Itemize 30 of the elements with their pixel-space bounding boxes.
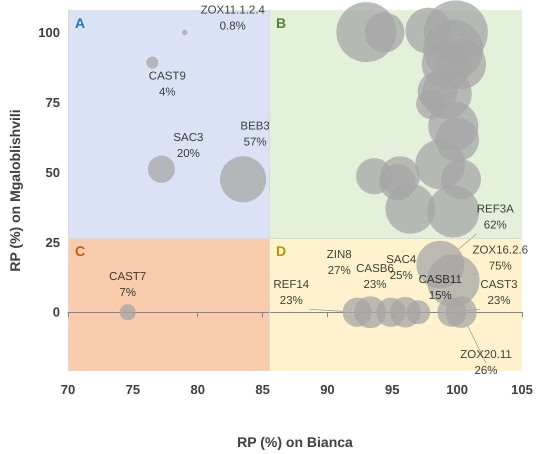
x-tick-label: 70: [60, 382, 76, 397]
x-tick-label: 75: [126, 382, 140, 397]
x-tick-label: 105: [511, 382, 533, 397]
data-label: REF14 23%: [273, 279, 310, 308]
annotation: B: [276, 15, 286, 31]
y-tick-label: 100: [38, 24, 60, 40]
annotation: A: [75, 15, 86, 31]
data-label: ZOX11.1.2.4 0.8%: [200, 4, 266, 32]
x-tick-label: 90: [320, 382, 335, 397]
x-axis-title: RP (%) on Bianca: [237, 434, 354, 450]
y-tick-label: 25: [46, 234, 60, 250]
x-tick-label: 80: [190, 382, 205, 397]
x-tick-label: 85: [255, 382, 270, 397]
data-label: BEB3 57%: [240, 120, 270, 148]
x-tick-label: 95: [385, 382, 400, 397]
data-label: CAST3 23%: [480, 279, 518, 308]
y-tick-label: 75: [46, 94, 60, 110]
y-tick-label: 50: [46, 164, 60, 180]
x-tick-label: 100: [446, 382, 468, 397]
data-label: CAST9 4%: [148, 70, 186, 99]
annotation: D: [276, 243, 286, 260]
data-label: SAC3 20%: [173, 132, 204, 160]
data-label: REF3A 62%: [476, 204, 514, 232]
y-tick-label: 0: [52, 304, 60, 320]
annotation: C: [75, 243, 86, 260]
y-axis-title: RP (%) on Mgaloblishvili: [7, 109, 23, 272]
data-label: ZOX16.2.6 75%: [472, 244, 528, 273]
data-label: CAST7 7%: [109, 271, 146, 300]
data-label: ZOX20.11 26%: [460, 349, 512, 378]
data-label: ZIN8 27%: [326, 249, 352, 278]
